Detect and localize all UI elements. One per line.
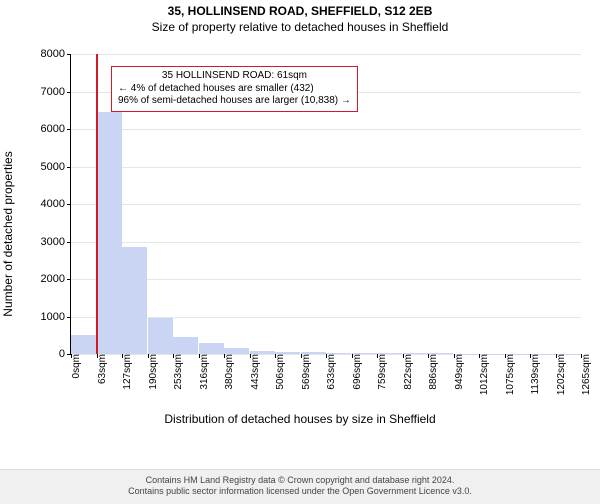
histogram-bar [122, 247, 147, 354]
histogram-bar [71, 335, 96, 355]
callout-box: 35 HOLLINSEND ROAD: 61sqm ← 4% of detach… [111, 66, 358, 112]
y-tick-label: 4000 [41, 198, 71, 210]
x-tick-label: 127sqm [118, 354, 133, 390]
x-tick-label: 569sqm [297, 354, 312, 390]
x-tick-label: 316sqm [195, 354, 210, 390]
x-tick-label: 1075sqm [501, 354, 516, 395]
histogram-bar [173, 337, 198, 354]
x-tick-label: 633sqm [322, 354, 337, 390]
gridline [71, 129, 581, 130]
x-tick-label: 949sqm [450, 354, 465, 390]
y-axis-label: Number of detached properties [1, 151, 15, 316]
gridline [71, 54, 581, 55]
x-tick-label: 822sqm [399, 354, 414, 390]
histogram-bar [148, 318, 173, 354]
x-tick-label: 253sqm [169, 354, 184, 390]
x-tick-label: 696sqm [348, 354, 363, 390]
chart-container: Number of detached properties 0100020003… [0, 44, 600, 424]
callout-line-3: 96% of semi-detached houses are larger (… [118, 95, 351, 108]
histogram-bar [97, 112, 122, 354]
footer-line-2: Contains public sector information licen… [4, 486, 596, 498]
gridline [71, 279, 581, 280]
chart-supertitle: 35, HOLLINSEND ROAD, SHEFFIELD, S12 2EB [0, 4, 600, 18]
x-tick-label: 1139sqm [526, 354, 541, 394]
y-tick-label: 3000 [41, 236, 71, 248]
x-tick-label: 63sqm [93, 354, 108, 384]
y-tick-label: 2000 [41, 273, 71, 285]
x-axis-label: Distribution of detached houses by size … [164, 412, 435, 426]
gridline [71, 317, 581, 318]
chart-subtitle: Size of property relative to detached ho… [0, 20, 600, 34]
histogram-bar [199, 343, 224, 354]
x-tick-label: 1202sqm [552, 354, 567, 395]
x-tick-label: 0sqm [67, 354, 82, 378]
x-tick-label: 886sqm [424, 354, 439, 390]
x-tick-label: 759sqm [373, 354, 388, 390]
x-tick-label: 443sqm [246, 354, 261, 390]
y-tick-label: 7000 [41, 86, 71, 98]
x-tick-label: 380sqm [220, 354, 235, 390]
x-tick-label: 506sqm [271, 354, 286, 390]
plot-area: 0100020003000400050006000700080000sqm63s… [70, 54, 581, 355]
gridline [71, 167, 581, 168]
x-tick-label: 190sqm [144, 354, 159, 390]
x-tick-label: 1012sqm [475, 354, 490, 395]
footer-line-1: Contains HM Land Registry data © Crown c… [4, 475, 596, 487]
footer: Contains HM Land Registry data © Crown c… [0, 469, 600, 504]
y-tick-label: 8000 [41, 48, 71, 60]
x-tick-label: 1265sqm [577, 354, 592, 395]
gridline [71, 242, 581, 243]
y-tick-label: 6000 [41, 123, 71, 135]
gridline [71, 204, 581, 205]
callout-line-1: 35 HOLLINSEND ROAD: 61sqm [118, 70, 351, 83]
callout-line-2: ← 4% of detached houses are smaller (432… [118, 83, 351, 96]
y-tick-label: 5000 [41, 161, 71, 173]
y-tick-label: 1000 [41, 311, 71, 323]
subject-marker-line [96, 54, 98, 354]
